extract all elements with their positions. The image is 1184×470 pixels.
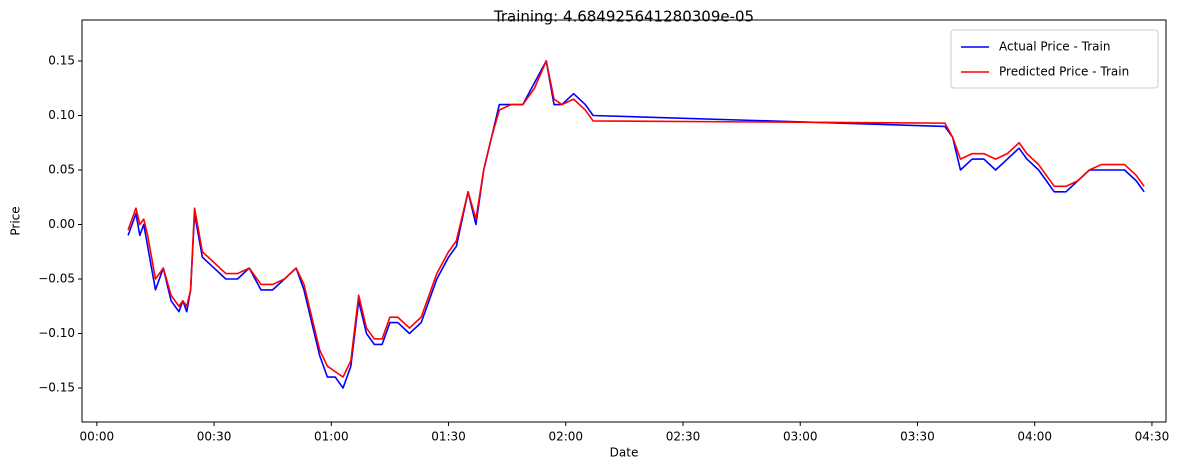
- y-tick-label: 0.10: [48, 108, 75, 122]
- x-tick-label: 00:30: [197, 430, 232, 444]
- x-tick-label: 03:30: [900, 430, 935, 444]
- x-tick-label: 04:00: [1017, 430, 1052, 444]
- x-tick-label: 00:00: [80, 430, 115, 444]
- legend-box: [950, 29, 1159, 89]
- y-tick-label: −0.05: [38, 271, 75, 285]
- legend-label: Predicted Price - Train: [999, 65, 1129, 79]
- y-axis-label: Price: [9, 206, 23, 235]
- x-tick-label: 02:00: [548, 430, 583, 444]
- y-tick-label: 0.15: [48, 53, 75, 67]
- plot-frame: [81, 19, 1167, 423]
- x-tick-label: 01:30: [431, 430, 466, 444]
- y-tick-label: −0.15: [38, 380, 75, 394]
- y-tick-label: −0.10: [38, 326, 75, 340]
- series-line: [127, 60, 1145, 378]
- x-tick-label: 04:30: [1135, 430, 1170, 444]
- series-line: [127, 60, 1145, 389]
- y-tick-label: 0.00: [48, 217, 75, 231]
- y-tick-label: 0.05: [48, 162, 75, 176]
- x-axis-label: Date: [610, 446, 639, 460]
- legend-label: Actual Price - Train: [999, 40, 1110, 54]
- x-tick-label: 01:00: [314, 430, 349, 444]
- chart-title: Training: 4.684925641280309e-05: [493, 8, 754, 26]
- x-tick-label: 03:00: [783, 430, 818, 444]
- x-tick-label: 02:30: [666, 430, 701, 444]
